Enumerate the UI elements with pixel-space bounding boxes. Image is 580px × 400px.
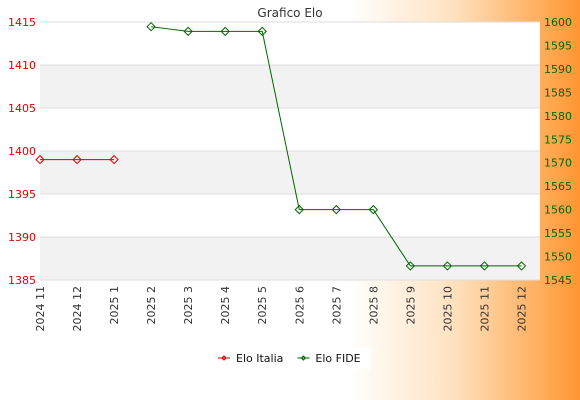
elo-fide-point: [368, 204, 379, 215]
left-tick-label: 1385: [8, 274, 36, 287]
legend-box: [212, 347, 371, 369]
x-tick-label: 2024 11: [34, 286, 47, 332]
elo-fide-point: [479, 261, 490, 271]
elo-italia-legend-label: Elo Italia: [236, 352, 283, 365]
x-tick-label: 2025 11: [478, 286, 491, 332]
left-tick-label: 1415: [8, 16, 36, 29]
left-y-axis: 1385 1390 1395 1400 1405 1410 1415: [8, 16, 36, 287]
elo-fide-point: [516, 261, 527, 271]
x-tick-label: 2025 7: [330, 286, 343, 325]
right-tick-label: 1595: [544, 39, 572, 52]
right-tick-label: 1550: [544, 251, 572, 264]
elo-italia-point: [35, 154, 45, 165]
right-y-axis: 1545 1550 1555 1560 1565 1570 1575 1580 1585 1590…: [544, 16, 572, 287]
x-tick-label: 2024 12: [71, 286, 84, 332]
x-tick-label: 2025 4: [219, 286, 232, 325]
chart-title: Grafico Elo: [257, 6, 322, 20]
x-tick-label: 2025 10: [441, 286, 454, 332]
x-tick-label: 2025 8: [367, 286, 380, 325]
elo-fide-point: [220, 26, 230, 37]
elo-italia-point: [72, 154, 82, 165]
legend: Elo Italia Elo FIDE: [212, 347, 371, 369]
right-tick-label: 1575: [544, 133, 572, 146]
x-tick-label: 2025 12: [515, 286, 528, 332]
elo-fide-point: [257, 26, 267, 37]
right-tick-label: 1570: [544, 157, 572, 170]
right-tick-label: 1580: [544, 110, 572, 123]
elo-fide-legend-label: Elo FIDE: [315, 352, 360, 365]
right-tick-label: 1585: [544, 86, 572, 99]
right-tick-label: 1555: [544, 227, 572, 240]
grid-band: [40, 237, 540, 280]
left-tick-label: 1390: [8, 231, 36, 244]
grid-band: [40, 65, 540, 108]
right-tick-label: 1600: [544, 16, 572, 29]
x-tick-label: 2025 5: [256, 286, 269, 325]
x-tick-label: 2025 9: [404, 286, 417, 325]
x-tick-label: 2025 3: [182, 286, 195, 325]
right-tick-label: 1560: [544, 204, 572, 217]
series-layer: [35, 21, 527, 271]
left-tick-label: 1395: [8, 188, 36, 201]
elo-fide-point: [405, 261, 416, 271]
elo-fide-point: [294, 204, 304, 215]
x-tick-label: 2025 1: [108, 286, 121, 325]
x-axis: 2024 11 2024 12 2025 1 2025 2 2025 3 2025 4 20…: [34, 286, 528, 332]
elo-fide-line: [151, 26, 522, 267]
right-tick-label: 1590: [544, 63, 572, 76]
right-tick-label: 1545: [544, 274, 572, 287]
left-tick-label: 1400: [8, 145, 36, 158]
elo-italia-point: [109, 154, 119, 165]
elo-fide-point: [331, 204, 342, 215]
x-tick-label: 2025 2: [145, 286, 158, 325]
left-tick-label: 1405: [8, 102, 36, 115]
elo-fide-point: [442, 261, 453, 271]
elo-fide-point: [146, 21, 156, 32]
grid-band: [40, 151, 540, 194]
left-tick-label: 1410: [8, 59, 36, 72]
x-tick-label: 2025 6: [293, 286, 306, 325]
plot-area: [40, 21, 540, 281]
right-tick-label: 1565: [544, 180, 572, 193]
elo-italia-legend-marker: [221, 355, 227, 361]
elo-fide-point: [183, 26, 193, 37]
elo-fide-legend-marker: [300, 355, 307, 361]
